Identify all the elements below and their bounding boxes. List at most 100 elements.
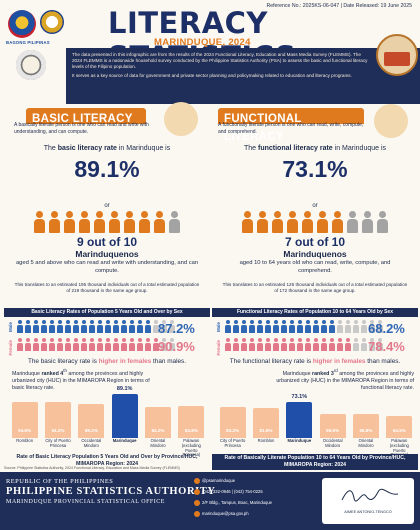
male-person-icon [96,320,103,333]
female-person-icon [376,338,383,351]
bar-value-label: 64.5% [392,428,406,433]
bar-value-label: 94.2% [51,428,65,433]
person-icon [153,211,166,233]
functional-female-rate: 78.4% [368,339,405,354]
bar-category-label: Marinduque [112,438,137,443]
bar-value-label: 89.2% [84,428,98,433]
contact-social[interactable]: @psamarinduque [194,478,235,484]
male-person-icon [328,320,335,333]
bar-5 [386,416,413,438]
male-person-icon [80,320,87,333]
male-person-icon [240,320,247,333]
bar-value-label: 89.1% [116,386,133,393]
female-person-icon [104,338,111,351]
female-person-icon [24,338,31,351]
footer-republic: REPUBLIC OF THE PHILIPPINES [6,478,114,485]
bar-0 [219,407,246,438]
bar-3 [319,413,346,438]
female-person-icon [264,338,271,351]
person-icon [256,211,269,233]
male-person-icon [40,320,47,333]
bar-category-label: Oriental Mindoro [150,438,166,448]
bar-value-label: 83.2% [226,428,240,433]
bar-0 [11,401,38,438]
male-person-icon [256,320,263,333]
female-person-icon [344,338,351,351]
male-person-icon [120,320,127,333]
bar-category-label: Marinduque [287,438,312,443]
bagong-pilipinas-logo-icon [40,10,64,34]
male-person-icon [136,320,143,333]
footer-psa: PHILIPPINE STATISTICS AUTHORITY [6,486,216,497]
bar-category-label: Romblon [16,438,34,443]
basic-people: Marinduquenos [75,249,139,259]
person-icon [108,211,121,233]
bar-2 [78,404,105,438]
bar-category-label: Oriental Mindoro [358,438,374,448]
phone-icon [194,489,200,495]
person-icon [48,211,61,233]
contact-phone[interactable]: (042) 332-0946 | (042) 754-0225 [194,489,263,495]
functional-out-of: 7 out of 10 [284,235,345,249]
male-person-icon [312,320,319,333]
male-person-icon [128,320,135,333]
basic-female-figures [16,338,175,351]
basic-female-label: Female [8,340,13,356]
bar-value-label: 81.9% [259,428,273,433]
bar-5 [178,406,205,438]
male-person-icon [104,320,111,333]
person-icon [301,211,314,233]
person-icon [316,211,329,233]
male-person-icon [376,320,383,333]
female-person-icon [48,338,55,351]
bar-category-label: City of Puerto Princesa [219,438,246,448]
male-person-icon [368,320,375,333]
male-person-icon [352,320,359,333]
location-icon [194,500,200,506]
person-icon [271,211,284,233]
functional-bar-title: Rate of Basically Literate Population 10… [212,454,418,470]
functional-figure-row [212,211,418,233]
header-band [66,48,420,104]
male-person-icon [24,320,31,333]
reference-line: Reference No.: 2025KS-06-047 | Date Rele… [266,3,412,9]
bar-3 [111,394,138,438]
bar-value-label: 94.6% [18,428,32,433]
functional-bar-chart: 83.2% City of Puerto Princesa 81.9% Romblon… [216,380,416,460]
basic-bar-chart: 94.6% Romblon 94.2% City of Puerto Princesa… [8,380,208,460]
female-person-icon [248,338,255,351]
contact-email[interactable]: marinduque@psa.gov.ph [194,511,249,517]
basic-title: BASIC LITERACY [32,113,133,125]
female-person-icon [328,338,335,351]
male-person-icon [144,320,151,333]
basic-rank-text: Marinduque ranked 4th among the province… [12,368,150,391]
functional-rank-text: Marinduque ranked 3rd among the province… [276,368,414,391]
male-person-icon [168,320,175,333]
male-person-icon [32,320,39,333]
female-person-icon [128,338,135,351]
bar-category-label: Occidental Mindoro [81,438,102,448]
female-person-icon [336,338,343,351]
functional-higher-text: The functional literacy rate is higher i… [229,358,401,365]
student-illustration-icon [164,102,198,136]
bar-value-label: 68.8% [359,428,373,433]
functional-title: FUNCTIONAL LITERACY [224,113,302,143]
bar-1 [253,407,279,438]
book-icon [384,52,410,66]
female-person-icon [32,338,39,351]
female-person-icon [136,338,143,351]
female-person-icon [80,338,87,351]
psa-logo-icon [8,10,36,38]
functional-or: or [312,203,318,209]
female-person-icon [168,338,175,351]
bar-value-label: 69.6% [326,428,340,433]
male-person-icon [72,320,79,333]
globe-icon [194,478,200,484]
female-person-icon [160,338,167,351]
male-person-icon [88,320,95,333]
basic-sex-title: Basic Literacy Rates of Population 5 Yea… [4,308,210,317]
person-icon [168,211,181,233]
person-icon [346,211,359,233]
bar-category-label: Occidental Mindoro [322,438,343,448]
functional-panel: FUNCTIONAL LITERACY [212,104,418,143]
